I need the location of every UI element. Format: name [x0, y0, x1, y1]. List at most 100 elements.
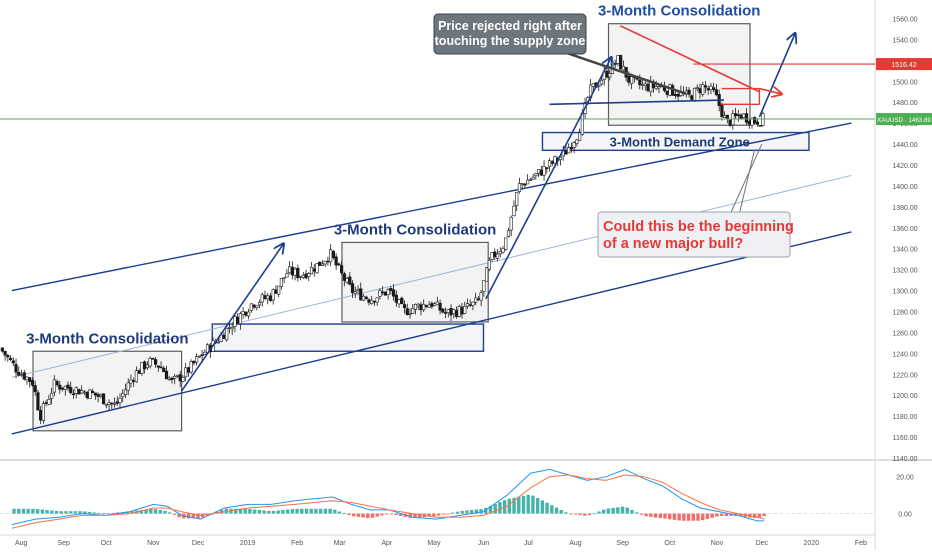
target-arrow: [759, 89, 780, 94]
histogram-bar-positive: [229, 508, 233, 514]
candle-bear: [66, 384, 70, 389]
candle-bull: [145, 364, 149, 368]
candle-bull: [413, 304, 418, 310]
time-tick-label: Mar: [334, 540, 347, 547]
candle-bear: [331, 250, 335, 258]
candle-bull: [542, 166, 546, 176]
candle-bear: [340, 265, 344, 274]
histogram-bar-positive: [31, 508, 35, 514]
candle-bull: [271, 289, 275, 301]
candle-bear: [159, 366, 163, 369]
candle-bull: [506, 230, 511, 237]
histogram-bar-positive: [337, 511, 342, 514]
histogram-bar-positive: [21, 508, 26, 514]
histogram-bar-positive: [12, 508, 16, 514]
histogram-bar-negative: [701, 513, 705, 521]
candle-bull: [621, 66, 625, 71]
histogram-bar-positive: [465, 510, 469, 514]
histogram-bar-positive: [564, 512, 568, 514]
candle-bear: [733, 113, 738, 117]
candle-bear: [400, 297, 404, 305]
time-tick-label: Jun: [478, 540, 489, 547]
histogram-bar-negative: [361, 513, 365, 518]
histogram-bar-negative: [715, 513, 719, 517]
histogram-bar-negative: [663, 513, 667, 519]
candle-bull: [485, 267, 489, 282]
candle-bull: [255, 305, 259, 309]
candle-bear: [539, 169, 543, 176]
time-tick-label: Feb: [291, 540, 303, 547]
candle-bear: [263, 295, 267, 299]
candle-bear: [33, 385, 37, 393]
candle-bear: [69, 387, 73, 394]
candle-bull: [526, 179, 530, 185]
histogram-bar-negative: [696, 513, 700, 521]
candle-bear: [55, 381, 59, 386]
candle-bear: [290, 266, 294, 276]
histogram-bar-positive: [116, 512, 120, 514]
candle-bear: [252, 304, 256, 308]
candle-bull: [47, 399, 51, 405]
time-tick-label: 2019: [240, 540, 256, 547]
candle-bear: [744, 113, 749, 123]
histogram-bar-positive: [168, 512, 172, 514]
histogram-bar-positive: [451, 512, 455, 514]
candle-bull: [575, 139, 579, 144]
candle-bear: [115, 401, 119, 404]
histogram-bar-positive: [87, 511, 92, 514]
candle-bull: [315, 263, 319, 274]
candle-bear: [350, 283, 355, 294]
histogram-bar-positive: [149, 509, 153, 514]
candle-bull: [320, 263, 325, 266]
candle-bull: [140, 362, 144, 374]
candle-bull: [189, 361, 193, 373]
candle-bull: [668, 84, 672, 96]
candle-bear: [44, 402, 48, 404]
candle-bear: [449, 307, 453, 316]
candle-bear: [424, 305, 429, 307]
candle-bull: [123, 389, 128, 395]
consolidation-label-2: 3-Month Consolidation: [334, 221, 496, 238]
candle-bull: [104, 403, 108, 406]
candle-bear: [747, 121, 751, 125]
candle-bull: [167, 377, 171, 380]
candle-bear: [359, 288, 363, 301]
candle-bull: [257, 302, 262, 306]
histogram-bar-positive: [271, 510, 276, 514]
candle-bear: [755, 121, 760, 125]
histogram-bar-positive: [295, 508, 299, 514]
histogram-bar-positive: [620, 506, 625, 514]
histogram-bar-positive: [554, 507, 559, 514]
histogram-bar-negative: [719, 513, 724, 516]
histogram-bar-positive: [243, 508, 247, 514]
histogram-bar-negative: [347, 513, 351, 516]
candle-bull: [375, 297, 379, 303]
candle-bull: [517, 183, 522, 192]
time-tick-label: Aug: [15, 540, 28, 547]
candle-bull: [329, 249, 333, 263]
candle-bear: [402, 304, 407, 309]
candle-bull: [25, 376, 29, 381]
candle-bull: [230, 326, 234, 330]
candle-bear: [132, 380, 136, 382]
candle-bear: [342, 273, 346, 281]
candle-bull: [301, 275, 305, 278]
candle-bear: [372, 300, 377, 303]
candle-bull: [509, 216, 513, 231]
histogram-bar-positive: [26, 508, 30, 514]
candle-bear: [304, 273, 308, 279]
histogram-bar-negative: [677, 513, 681, 521]
candle-bear: [326, 260, 330, 263]
candle-bull: [463, 305, 467, 314]
histogram-bar-positive: [97, 512, 101, 514]
candle-bull: [591, 83, 595, 87]
histogram-bar-positive: [592, 513, 596, 515]
candle-bear: [96, 394, 100, 397]
candle-bear: [619, 55, 623, 70]
time-tick-label: Nov: [711, 540, 724, 547]
candle-bull: [742, 113, 746, 118]
candle-bull: [520, 183, 524, 185]
histogram-bar-positive: [512, 497, 516, 514]
candle-bull: [19, 373, 24, 376]
candle-bull: [578, 132, 582, 141]
